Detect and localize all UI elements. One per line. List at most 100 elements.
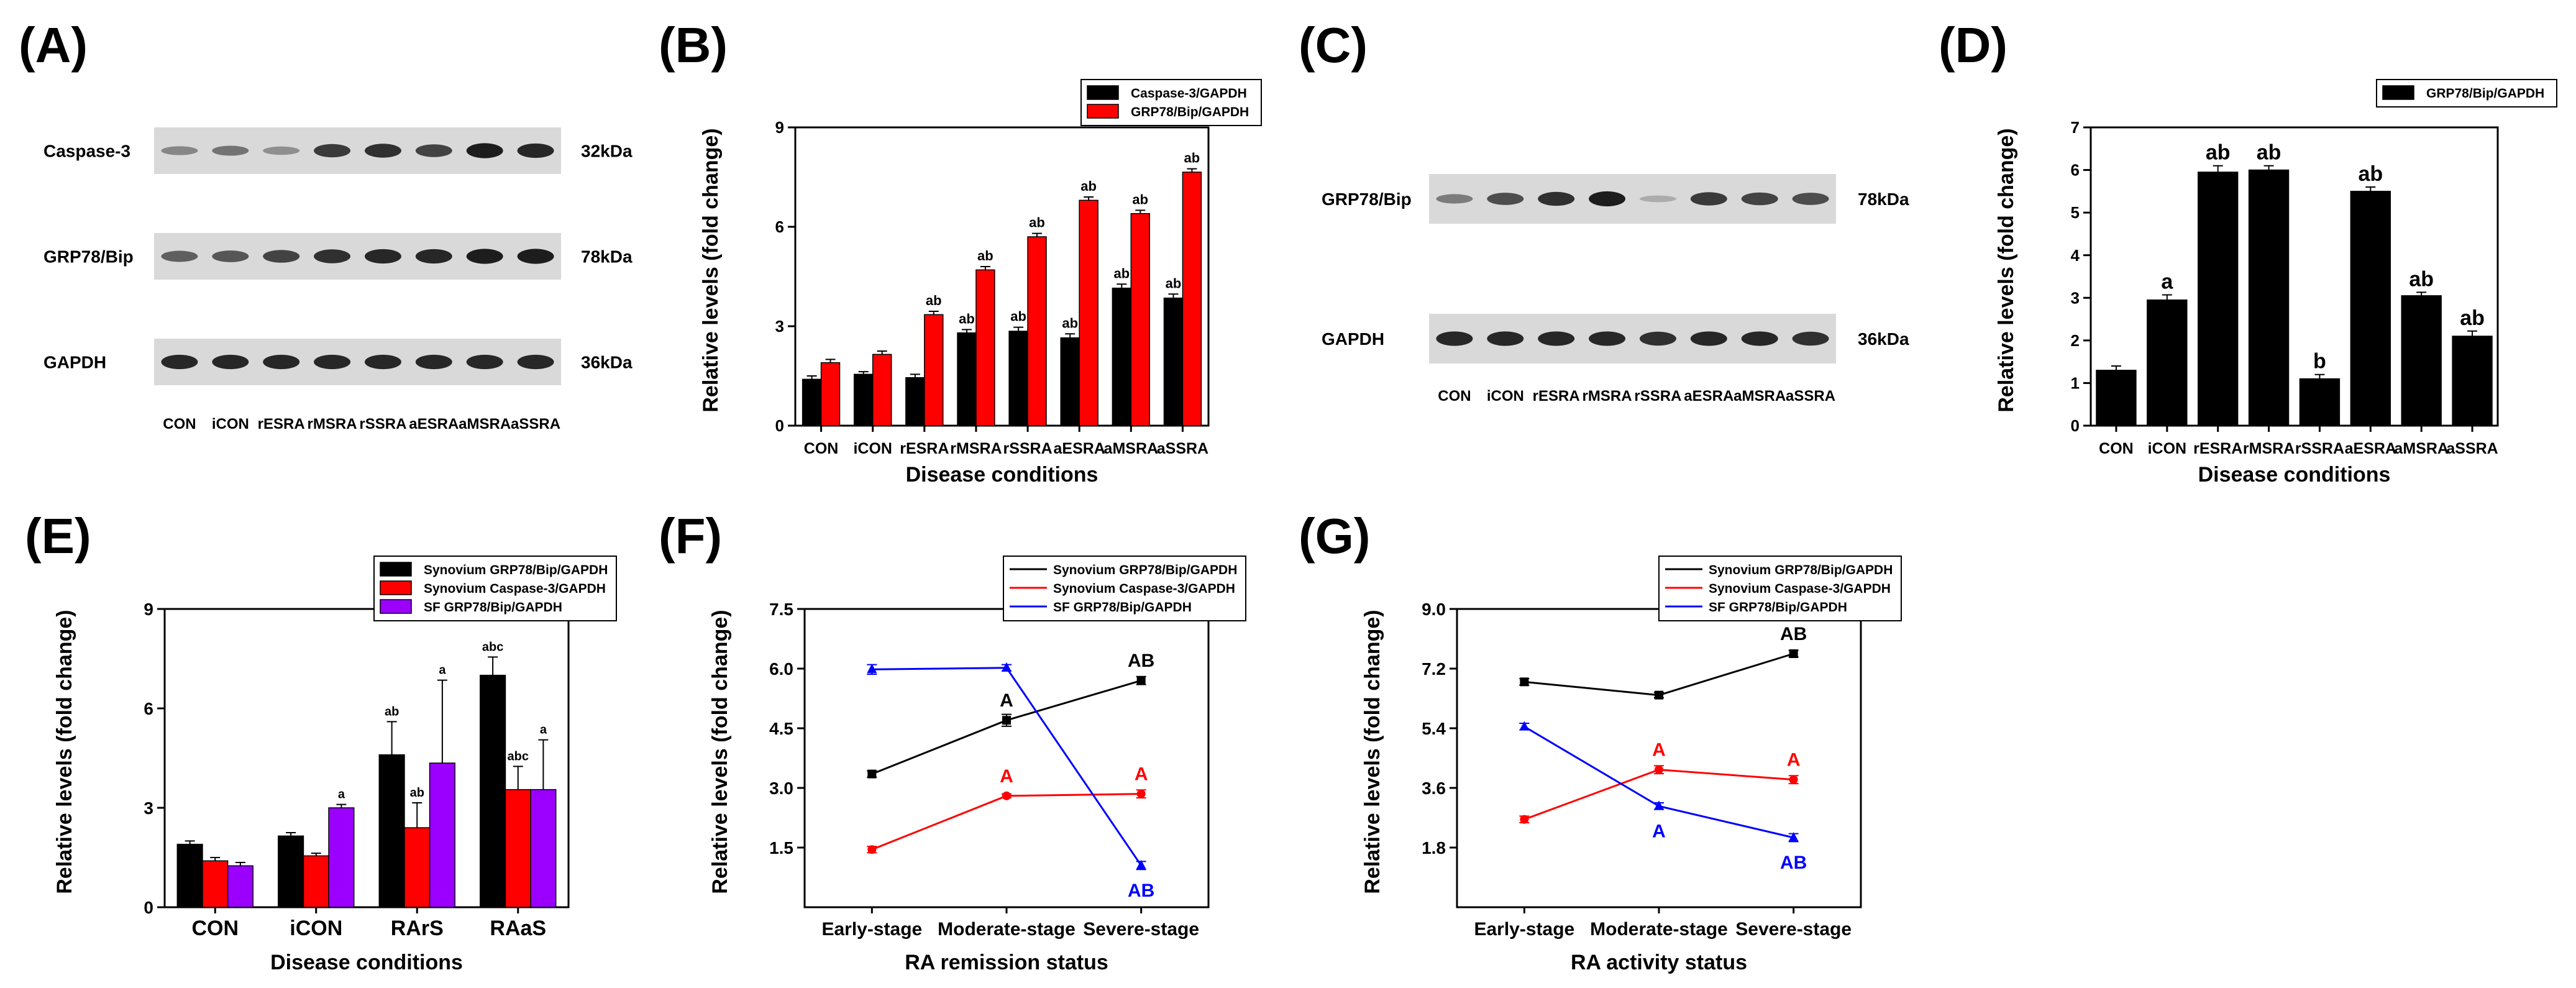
data-point <box>1002 662 1012 672</box>
blot-band <box>517 354 554 370</box>
legend-entry: Synovium GRP78/Bip/GAPDH <box>1053 563 1237 577</box>
blot-band <box>1792 331 1829 346</box>
significance-label: ab <box>1062 315 1078 331</box>
blot-lane-label: iCON <box>212 416 249 432</box>
blot-lane-label: CON <box>163 416 196 432</box>
data-point <box>1789 775 1798 784</box>
significance-label: a <box>439 664 446 677</box>
panel-label-c: (C) <box>1299 17 1368 73</box>
x-tick-label: CON <box>804 440 839 457</box>
blot-band <box>415 249 452 264</box>
bar <box>1060 337 1080 426</box>
y-tick-label: 9 <box>144 600 153 619</box>
blot-row-label: Caspase-3 <box>43 142 130 161</box>
chart-panel-g: 1.8 3.6 5.4 7.2 9.0 Relative levels (fold cha… <box>1361 556 1902 974</box>
bar <box>1182 172 1202 426</box>
y-tick-label: 7.2 <box>1422 659 1446 679</box>
blot-band <box>466 249 503 264</box>
series-line <box>1523 769 1794 821</box>
blot-size-label: 78kDa <box>581 247 633 267</box>
x-tick-label: aSSRA <box>1157 440 1208 457</box>
data-point <box>1519 721 1530 731</box>
y-tick-label: 1 <box>2071 374 2080 393</box>
blot-band <box>212 354 249 370</box>
data-point <box>1789 649 1798 658</box>
bar <box>404 827 431 908</box>
chart-panel-b: 0 3 6 9 Relative levels (fold change) Disease… <box>699 79 1262 487</box>
legend-entry: Caspase-3/GAPDH <box>1131 86 1247 101</box>
blot-lane-label: rESRA <box>1533 388 1580 405</box>
blot-size-label: 36kDa <box>1858 329 1909 349</box>
x-tick-label: rMSRA <box>950 440 1002 457</box>
blot-lane-label: aMSRA <box>1733 388 1786 405</box>
blot-band <box>1639 195 1676 203</box>
bar <box>2248 169 2290 426</box>
bar <box>1079 199 1098 426</box>
x-tick-label: iCON <box>853 440 892 457</box>
legend-entry: Synovium GRP78/Bip/GAPDH <box>1709 563 1893 577</box>
significance-label: a <box>2161 270 2173 293</box>
blot-lane-label: aSSRA <box>511 416 560 432</box>
significance-label: A <box>1000 690 1013 711</box>
blot-band <box>364 144 401 158</box>
bar <box>2350 191 2391 426</box>
blot-row-label: GRP78/Bip <box>1322 190 1412 209</box>
bar <box>328 807 355 908</box>
y-axis-label: Relative levels (fold change) <box>1994 128 2018 412</box>
bar <box>176 843 203 908</box>
significance-label: ab <box>2206 141 2231 165</box>
bar <box>530 789 557 908</box>
significance-label: ab <box>2257 141 2281 165</box>
bar <box>505 789 531 908</box>
blot-band <box>517 249 554 264</box>
x-tick-label: rSSRA <box>2295 440 2344 457</box>
bar <box>905 377 925 426</box>
blot-band <box>1690 192 1727 206</box>
y-tick-label: 3.0 <box>769 779 793 798</box>
blot-band <box>1589 331 1626 346</box>
y-tick-label: 2 <box>2071 331 2080 350</box>
significance-label: ab <box>410 786 424 800</box>
chart-panel-d: 0 1 2 3 4 5 6 7 Relative levels (fold change) Dis… <box>1994 79 2557 487</box>
plot-frame <box>794 126 1210 427</box>
chart-panel-e: 0 3 6 9 Relative levels (fold change) Disease… <box>53 556 617 974</box>
x-tick-label: RAaS <box>490 917 546 940</box>
bar <box>2401 295 2442 426</box>
bar <box>1027 236 1047 426</box>
blot-lane-label: rESRA <box>258 416 305 432</box>
y-tick-label: 9 <box>775 118 784 137</box>
blot-row-label: GRP78/Bip <box>43 247 134 267</box>
y-tick-label: 7.5 <box>769 600 793 619</box>
blot-size-label: 36kDa <box>581 353 633 372</box>
legend-entry: Synovium Caspase-3/GAPDH <box>424 582 606 596</box>
y-axis-label: Relative levels (fold change) <box>708 610 732 894</box>
panel-label-b: (B) <box>659 17 728 73</box>
legend-entry: SF GRP78/Bip/GAPDH <box>1709 600 1847 615</box>
blot-size-label: 32kDa <box>581 142 633 161</box>
significance-label: abc <box>508 749 529 763</box>
plot-frame <box>2090 126 2499 427</box>
legend-swatch <box>380 562 412 577</box>
x-axis-label: Disease conditions <box>906 463 1098 487</box>
significance-label: AB <box>1128 881 1154 901</box>
blot-band <box>161 250 198 262</box>
significance-label: ab <box>1080 178 1097 194</box>
blot-band <box>1436 331 1473 346</box>
blot-band <box>212 250 249 262</box>
significance-label: ab <box>977 248 993 263</box>
y-tick-label: 3 <box>775 317 784 336</box>
significance-label: A <box>1652 740 1666 761</box>
x-tick-label: aSSRA <box>2446 440 2498 457</box>
blot-band <box>1487 193 1524 205</box>
blot-row-label: GAPDH <box>1322 329 1384 349</box>
y-tick-label: 1.8 <box>1422 838 1446 858</box>
blot-lane-label: aESRA <box>409 416 459 432</box>
bar <box>924 314 944 426</box>
chart-panel-f: 1.5 3.0 4.5 6.0 7.5 Relative levels (fold cha… <box>708 556 1246 974</box>
y-tick-label: 6 <box>775 217 784 236</box>
blot-lane-label: rSSRA <box>1634 388 1681 405</box>
y-tick-label: 3.6 <box>1422 779 1446 798</box>
significance-label: A <box>1135 764 1148 785</box>
data-point <box>867 845 877 854</box>
